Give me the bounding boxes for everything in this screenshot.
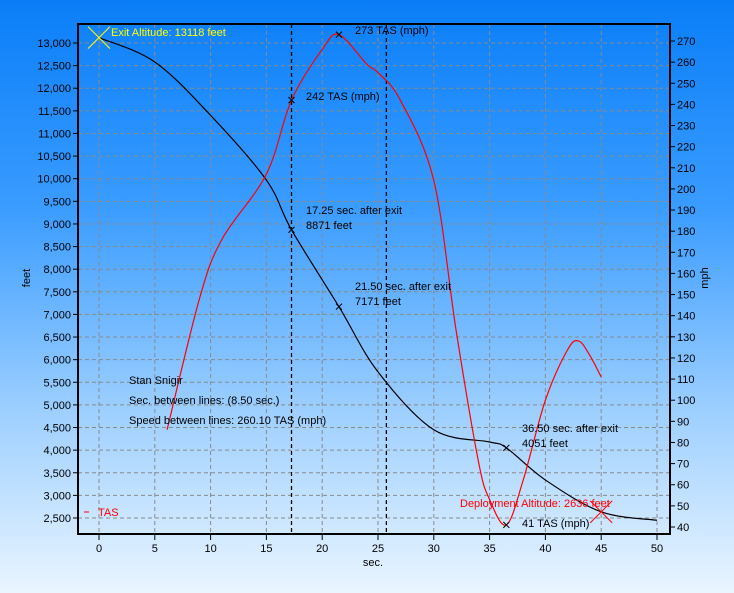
speed-annotation: 242 TAS (mph)	[306, 91, 380, 103]
y-left-tick-label: 6,000	[43, 355, 71, 367]
x-tick-label: 25	[372, 543, 384, 555]
x-tick-label: 10	[204, 543, 216, 555]
y-right-tick-label: 240	[677, 99, 695, 111]
y-left-tick-label: 12,000	[37, 83, 71, 95]
y-right-tick-label: 130	[677, 332, 695, 344]
x-tick-label: 0	[96, 543, 102, 555]
y-right-tick-label: 70	[677, 459, 689, 471]
time-annotation: 17.25 sec. after exit	[306, 205, 402, 217]
alt-annotation: 7171 feet	[355, 296, 401, 308]
y-right-tick-label: 210	[677, 163, 695, 175]
y-right-tick-label: 100	[677, 395, 695, 407]
sec-between-lines: Sec. between lines: (8.50 sec.)	[129, 395, 279, 407]
y-right-tick-label: 90	[677, 416, 689, 428]
y-left-tick-label: 7,500	[43, 287, 71, 299]
peak-marker	[335, 31, 343, 39]
labels: 0 5 10 15 20 25 30 35 40 45 50 2,500 3,000 3,500 4,000…	[37, 25, 695, 555]
y-right-tick-label: 270	[677, 36, 695, 48]
time-annotation: 21.50 sec. after exit	[355, 281, 451, 293]
speed-between-lines: Speed between lines: 260.10 TAS (mph)	[129, 415, 326, 427]
y-left-tick-label: 11,000	[38, 128, 71, 140]
deploy-annotation: Deployment Altitude: 2636 feet	[460, 498, 610, 510]
x-tick-label: 15	[260, 543, 272, 555]
x-tick-label: 30	[428, 543, 440, 555]
deploy-marker	[589, 500, 613, 524]
y-right-tick-label: 190	[677, 205, 695, 217]
x-tick-label: 20	[316, 543, 328, 555]
series-tas-line	[166, 33, 602, 526]
y-right-label: mph	[699, 267, 711, 288]
peak-annotation: 273 TAS (mph)	[355, 25, 429, 37]
y-left-label: feet	[21, 269, 33, 287]
y-right-tick-label: 220	[677, 142, 695, 154]
y-left-tick-label: 3,500	[43, 468, 71, 480]
y-left-tick-label: 7,000	[43, 309, 71, 321]
y-left-tick-label: 2,500	[43, 513, 71, 525]
x-label: sec.	[363, 557, 383, 569]
alt-marker	[288, 226, 295, 234]
y-right-tick-label: 230	[677, 121, 695, 133]
y-left-tick-label: 5,000	[43, 400, 71, 412]
y-left-tick-label: 8,500	[43, 242, 71, 254]
y-left-tick-label: 3,000	[43, 490, 71, 502]
y-left-tick-label: 9,000	[43, 219, 71, 231]
y-left-tick-label: 8,000	[43, 264, 71, 276]
y-right-tick-label: 250	[677, 78, 695, 90]
alt-marker	[502, 444, 510, 452]
y-left-tick-label: 10,500	[37, 151, 71, 163]
series-altitude-line	[98, 37, 658, 521]
speed-annotation: 41 TAS (mph)	[522, 518, 589, 530]
y-right-tick-label: 120	[677, 353, 695, 365]
grid	[73, 24, 675, 540]
y-right-tick-label: 140	[677, 311, 695, 323]
y-right-tick-label: 60	[677, 480, 689, 492]
y-left-tick-label: 10,000	[37, 174, 71, 186]
legend-label: TAS	[98, 507, 119, 519]
y-left-tick-label: 11,500	[38, 106, 71, 118]
y-left-tick-label: 6,500	[43, 332, 71, 344]
exit-annotation: Exit Altitude: 13118 feet	[111, 27, 226, 39]
y-left-tick-label: 12,500	[37, 61, 71, 73]
plot-frame	[77, 23, 671, 535]
y-right-tick-label: 40	[677, 522, 689, 534]
y-left-tick-label: 4,500	[43, 423, 71, 435]
y-right-tick-label: 80	[677, 437, 689, 449]
x-tick-label: 50	[651, 543, 663, 555]
alt-annotation: 8871 feet	[306, 220, 352, 232]
y-left-tick-label: 9,500	[43, 196, 71, 208]
y-right-tick-label: 200	[677, 184, 695, 196]
x-tick-label: 45	[595, 543, 607, 555]
x-tick-label: 35	[483, 543, 495, 555]
min-speed-marker	[502, 521, 510, 529]
x-tick-label: 40	[539, 543, 551, 555]
y-right-tick-label: 160	[677, 268, 695, 280]
alt-annotation: 4051 feet	[522, 438, 568, 450]
marks	[87, 24, 658, 534]
y-right-tick-label: 50	[677, 501, 689, 513]
y-left-tick-label: 4,000	[43, 445, 71, 457]
y-right-tick-label: 170	[677, 247, 695, 259]
y-right-tick-label: 260	[677, 57, 695, 69]
x-tick-label: 5	[152, 543, 158, 555]
pilot-name: Stan Snigir	[129, 375, 183, 387]
time-annotation: 36.50 sec. after exit	[522, 423, 618, 435]
exit-marker	[87, 26, 111, 50]
y-right-tick-label: 150	[677, 290, 695, 302]
alt-marker	[335, 303, 343, 311]
speed-marker	[288, 96, 295, 104]
y-left-tick-label: 13,000	[37, 38, 71, 50]
y-right-tick-label: 180	[677, 226, 695, 238]
y-right-tick-label: 110	[677, 374, 695, 386]
y-left-tick-label: 5,500	[43, 377, 71, 389]
